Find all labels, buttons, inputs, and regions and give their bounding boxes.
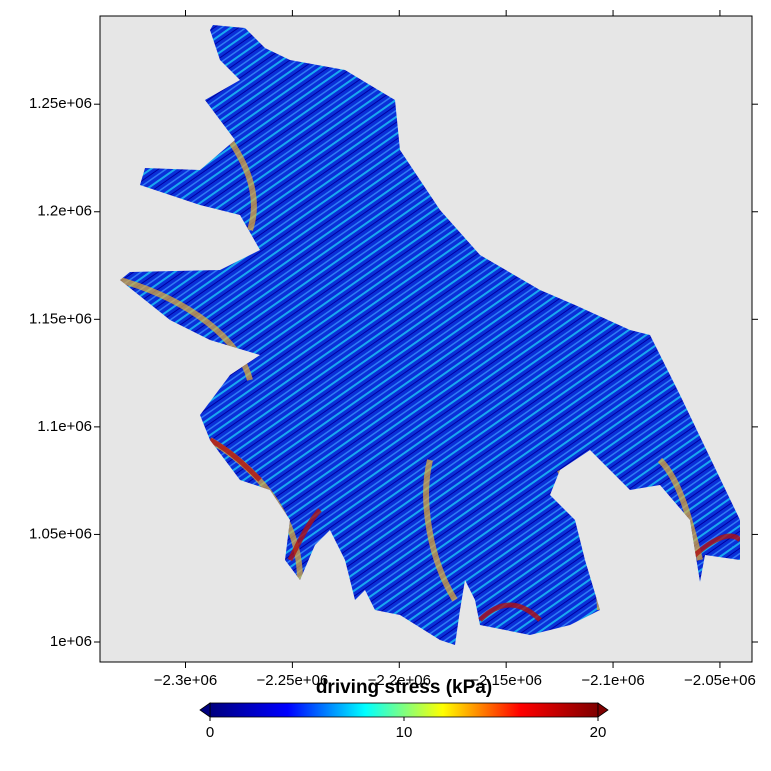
x-tick-label: −2.05e+06 [684, 672, 756, 689]
colorbar-tick-label: 20 [590, 724, 607, 741]
x-tick-label: −2.3e+06 [154, 672, 217, 689]
colorbar [210, 703, 598, 717]
x-tick-label: −2.1e+06 [581, 672, 644, 689]
colorbar-tick-label: 0 [206, 724, 214, 741]
x-tick-label: −2.15e+06 [470, 672, 542, 689]
page: {"chart_data": { "type": "map", "xlim": … [0, 0, 771, 771]
chart: driving stress (kPa) −2.3e+06−2.25e+06−2… [0, 0, 771, 771]
y-tick-label: 1.2e+06 [37, 203, 92, 220]
colorbar-under [200, 703, 210, 717]
y-tick-label: 1.25e+06 [29, 95, 92, 112]
colorbar-tick-label: 10 [396, 724, 413, 741]
y-tick-label: 1.1e+06 [37, 418, 92, 435]
colorbar-over [598, 703, 608, 717]
x-tick-label: −2.25e+06 [257, 672, 329, 689]
y-tick-label: 1.05e+06 [29, 525, 92, 542]
x-tick-label: −2.2e+06 [368, 672, 431, 689]
y-tick-label: 1e+06 [50, 633, 92, 650]
y-tick-label: 1.15e+06 [29, 310, 92, 327]
